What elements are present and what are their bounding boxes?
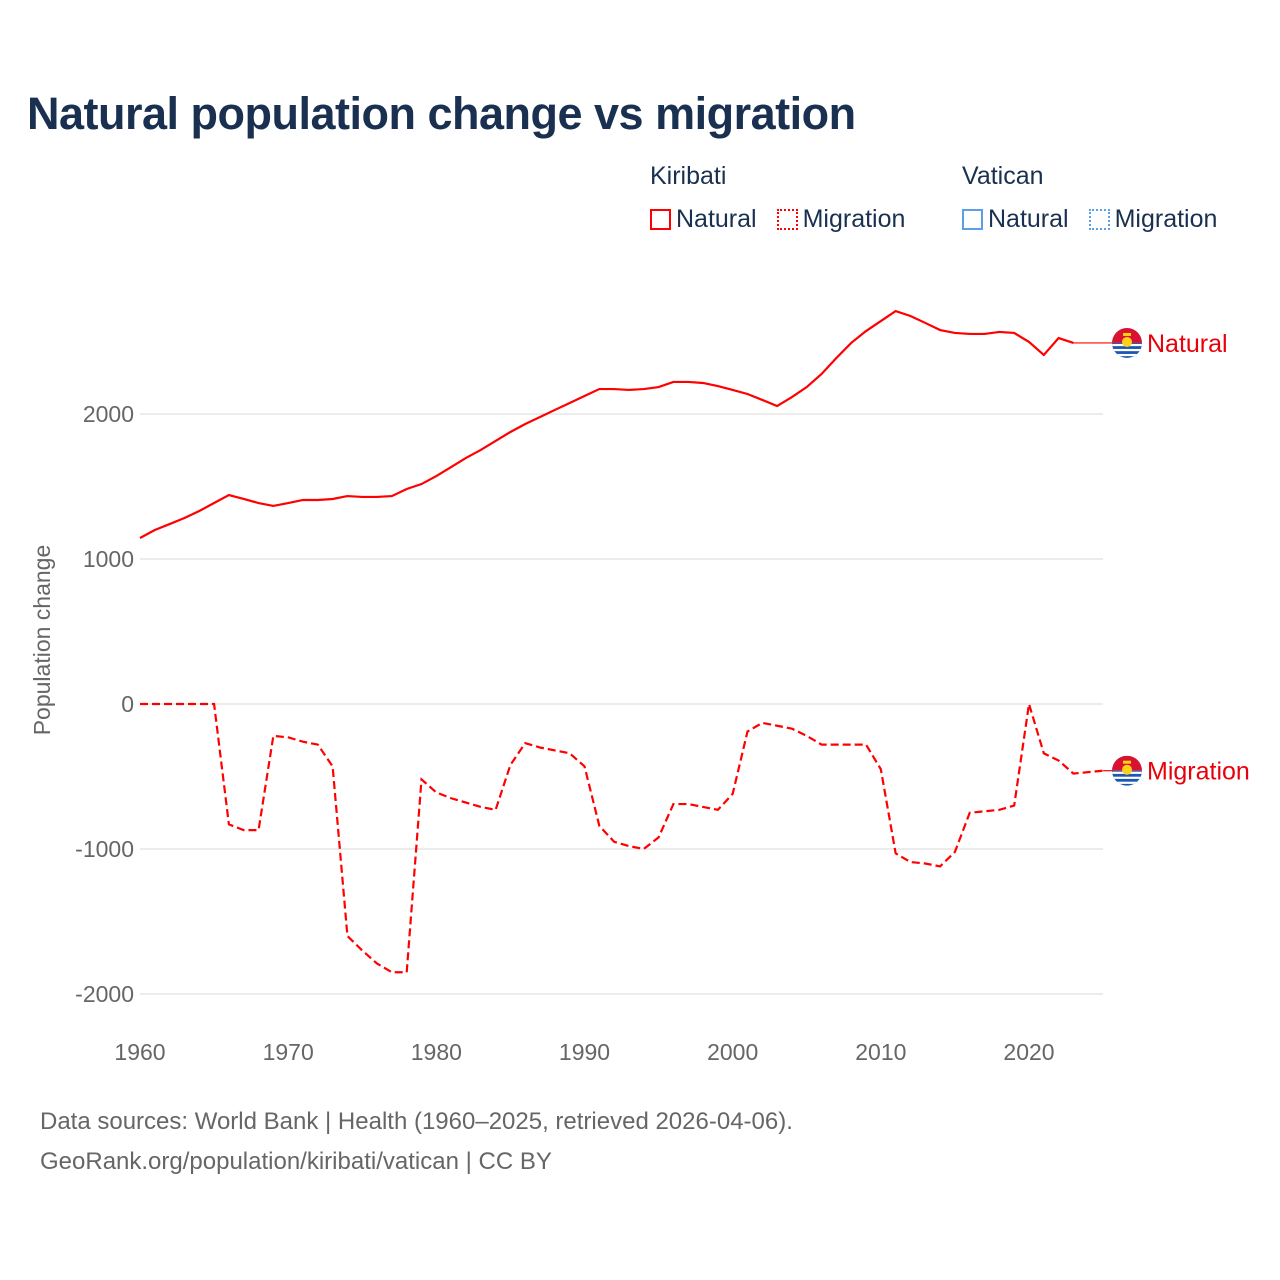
legend-swatch-dotted <box>776 209 798 230</box>
x-tick-label: 1960 <box>114 1039 165 1065</box>
legend-label: Natural <box>676 205 757 233</box>
y-tick-label: -2000 <box>75 981 134 1007</box>
x-tick-label: 2010 <box>855 1039 906 1065</box>
footer-url: GeoRank.org/population/kiribati/vatican … <box>40 1148 552 1175</box>
y-tick-label: 1000 <box>83 546 134 572</box>
legend-swatch-dotted <box>1088 209 1110 230</box>
x-tick-label: 1980 <box>411 1039 462 1065</box>
legend-label: Migration <box>1114 205 1218 233</box>
x-tick-label: 1970 <box>263 1039 314 1065</box>
legend-swatch-solid <box>962 209 983 230</box>
legend-group-vatican: Vatican Natural Migration <box>962 162 1237 234</box>
series-line-natural <box>139 309 1074 539</box>
legend-swatch-solid <box>650 209 671 230</box>
x-tick-label: 2000 <box>707 1039 758 1065</box>
y-axis-label: Population change <box>29 545 55 736</box>
legend-group-title: Kiribati <box>650 162 727 190</box>
legend-label: Natural <box>988 205 1069 233</box>
legend-item-vatican-natural[interactable]: Natural <box>962 205 1069 234</box>
kiribati-flag-icon <box>1112 755 1142 786</box>
x-tick-label: 1990 <box>559 1039 610 1065</box>
legend-label: Migration <box>802 205 906 233</box>
end-label-migration: Migration <box>1147 758 1250 786</box>
x-tick-label: 2020 <box>1003 1039 1054 1065</box>
y-tick-label: 0 <box>121 691 134 717</box>
y-tick-label: -1000 <box>75 836 134 862</box>
end-label-natural: Natural <box>1147 330 1228 358</box>
kiribati-flag-icon <box>1112 327 1142 358</box>
legend-item-kiribati-migration[interactable]: Migration <box>776 205 906 234</box>
y-tick-label: 2000 <box>83 401 134 427</box>
legend-group-title: Vatican <box>962 162 1044 190</box>
legend-item-vatican-migration[interactable]: Migration <box>1088 205 1218 234</box>
legend-group-kiribati: Kiribati Natural Migration <box>650 162 925 234</box>
footer-sources: Data sources: World Bank | Health (1960–… <box>40 1108 793 1135</box>
legend-item-kiribati-natural[interactable]: Natural <box>650 205 757 234</box>
series-line-migration <box>140 702 1104 974</box>
chart-title: Natural population change vs migration <box>27 88 856 139</box>
